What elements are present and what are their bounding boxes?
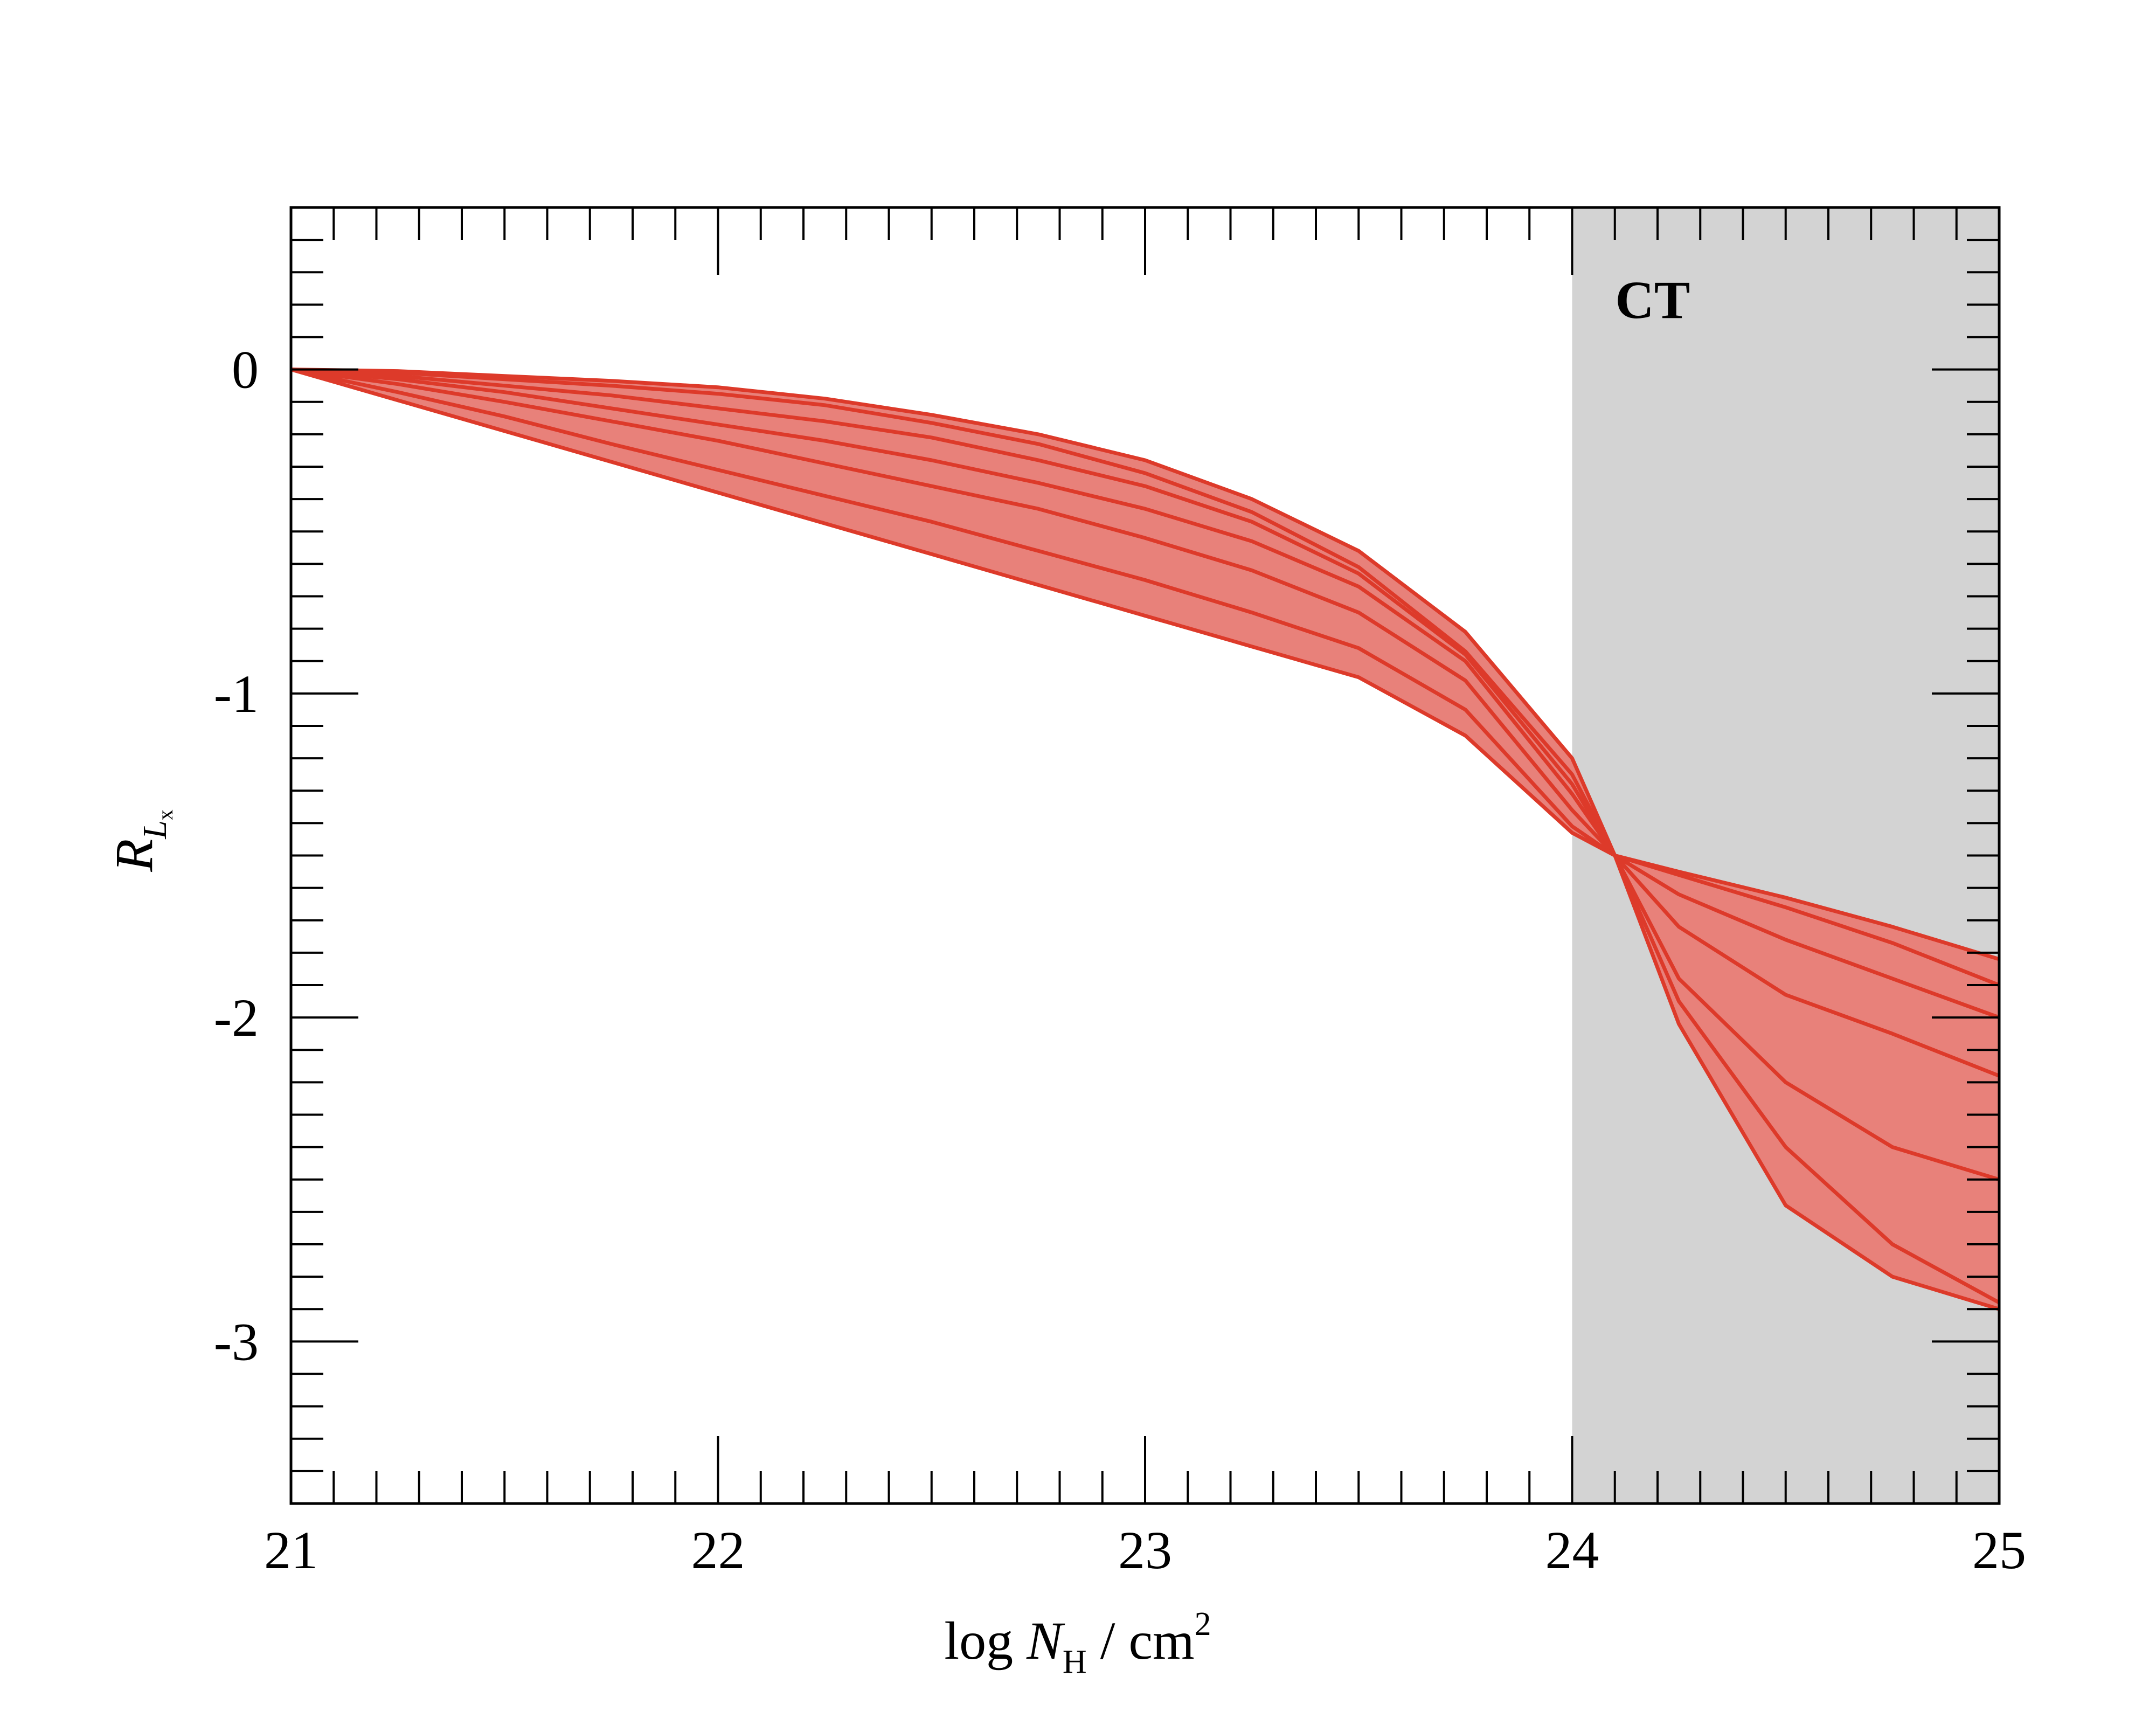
y-axis-subsub: x xyxy=(153,809,177,820)
y-tick-label: -2 xyxy=(214,988,259,1048)
x-axis-sub: H xyxy=(1063,1644,1087,1680)
y-tick-label: -1 xyxy=(214,664,259,724)
x-axis-prefix: log xyxy=(944,1611,1027,1671)
series-lines xyxy=(290,368,2000,1311)
x-tick-labels: 21 22 23 24 25 xyxy=(264,1520,2026,1580)
series-line-7 xyxy=(290,368,2000,961)
y-axis-title: RLx xyxy=(104,809,177,872)
x-tick-label: 25 xyxy=(1972,1520,2026,1580)
x-axis-unit: / cm xyxy=(1087,1611,1195,1671)
x-tick-label: 24 xyxy=(1545,1520,1599,1580)
x-axis-sup: 2 xyxy=(1195,1606,1211,1643)
x-tick-label: 21 xyxy=(264,1520,318,1580)
shaded-band xyxy=(291,369,1999,1310)
series-line-6 xyxy=(290,368,2000,987)
band-envelope xyxy=(291,369,1999,1310)
series-line-1 xyxy=(290,368,2000,1311)
series-line-5 xyxy=(290,368,2000,1020)
x-tick-label: 23 xyxy=(1118,1520,1172,1580)
y-axis-var: R xyxy=(104,839,164,872)
x-axis-var: N xyxy=(1026,1611,1065,1671)
ct-shaded-region xyxy=(1572,207,1999,1504)
y-tick-label: 0 xyxy=(232,340,259,400)
y-axis-sub: L xyxy=(137,820,174,839)
series-line-2 xyxy=(290,368,2000,1305)
ct-region-label: CT xyxy=(1616,270,1690,330)
y-tick-labels: 0 -1 -2 -3 xyxy=(214,340,259,1372)
plot-frame xyxy=(289,206,2001,1505)
y-tick-label: -3 xyxy=(214,1312,259,1371)
x-axis-title: log NH / cm2 xyxy=(944,1606,1211,1680)
series-line-3 xyxy=(290,368,2000,1182)
x-tick-label: 22 xyxy=(691,1520,745,1580)
series-line-4 xyxy=(290,368,2000,1078)
